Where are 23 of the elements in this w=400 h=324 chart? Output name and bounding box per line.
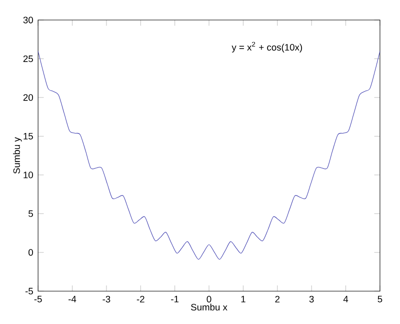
x-tick-label: 1	[241, 296, 246, 302]
x-tick-label: -2	[136, 296, 144, 302]
x-tick-label: -4	[68, 296, 76, 302]
y-tick-label: 20	[23, 94, 33, 101]
x-tick-label: -1	[171, 296, 179, 302]
y-tick-label: 5	[28, 210, 33, 217]
y-tick-label: 10	[24, 172, 33, 178]
y-tick-label: -5	[25, 288, 33, 294]
x-tick-label: 4	[343, 296, 348, 302]
x-tick-label: 5	[378, 296, 382, 302]
x-axis-title: Sumbu x	[190, 304, 228, 310]
x-tick-label: 3	[309, 296, 314, 302]
y-tick-label: 0	[28, 249, 33, 256]
x-tick-label: -3	[102, 296, 110, 302]
annotation: y = x$^{2}$ + cos(10x)	[232, 42, 302, 52]
line-series	[38, 50, 380, 260]
x-tick-label: 0	[206, 296, 212, 302]
x-tick-label: -5	[34, 296, 42, 302]
y-axis-title: Sumbu y	[13, 137, 22, 174]
x-tick-label: 2	[275, 296, 280, 302]
y-tick-label: 25	[23, 55, 33, 62]
y-tick-label: 15	[24, 132, 33, 140]
y-tick-label: 30	[23, 16, 33, 24]
